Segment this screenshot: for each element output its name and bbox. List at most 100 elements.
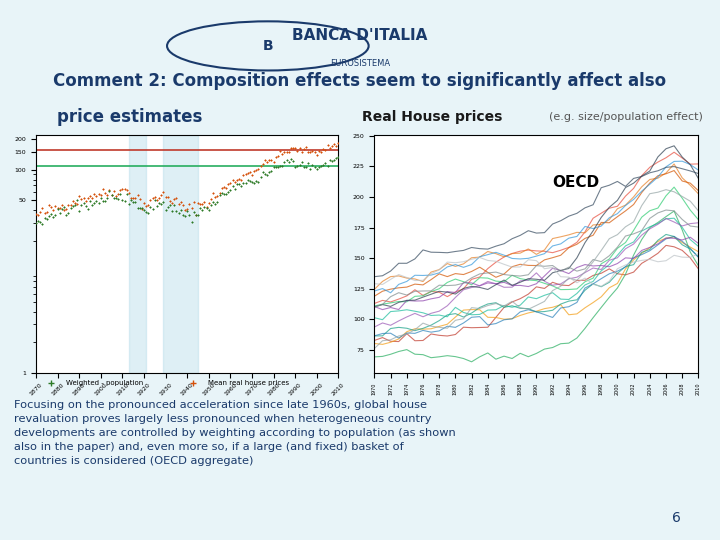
Point [89, 190, 100, 198]
Point [322, 141, 333, 150]
Point [119, 185, 130, 194]
Point [251, 177, 262, 185]
Point [214, 189, 225, 198]
Point [276, 150, 288, 158]
Point [63, 208, 74, 217]
Point [184, 200, 195, 208]
Point [35, 207, 46, 216]
Point [151, 196, 163, 205]
Point [294, 160, 305, 169]
Point [242, 176, 253, 185]
Point [173, 199, 184, 208]
Point [147, 205, 158, 214]
Point [264, 156, 275, 165]
Point [188, 198, 199, 207]
Point [302, 159, 314, 167]
Point [99, 188, 111, 197]
Point [114, 190, 126, 198]
Point [32, 211, 44, 220]
Point [186, 218, 197, 226]
Point [138, 206, 150, 215]
Point [50, 202, 61, 211]
Point [287, 157, 299, 166]
Point [197, 206, 208, 214]
Point [240, 170, 251, 178]
Point [322, 162, 333, 171]
Point [82, 204, 94, 213]
Point [264, 167, 275, 176]
Point [80, 197, 91, 205]
Point [82, 194, 94, 202]
Point [54, 209, 66, 218]
Point [285, 144, 297, 152]
Point [132, 191, 143, 199]
Point [149, 193, 161, 201]
Point [93, 198, 104, 207]
Point [54, 203, 66, 212]
Point [134, 195, 145, 204]
Point [201, 204, 212, 213]
Point [145, 203, 156, 212]
Point [112, 190, 124, 198]
Point [272, 151, 284, 160]
Point [289, 163, 301, 172]
Point [147, 194, 158, 202]
Point [199, 202, 210, 211]
Point [86, 194, 98, 202]
Point [166, 207, 178, 216]
Point [102, 193, 113, 202]
Point [177, 201, 189, 210]
Point [143, 201, 154, 210]
Point [73, 207, 85, 215]
Point [214, 190, 225, 199]
Point [330, 154, 342, 163]
Point [175, 206, 186, 214]
Point [283, 148, 294, 157]
Point [151, 201, 163, 210]
Point [285, 154, 297, 163]
Point [255, 162, 266, 171]
Point [130, 194, 141, 202]
Point [45, 210, 57, 219]
Point [309, 163, 320, 171]
Text: Focusing on the pronounced acceleration since late 1960s, global house
revaluati: Focusing on the pronounced acceleration … [14, 400, 456, 465]
Point [294, 143, 305, 152]
Point [298, 145, 310, 154]
Point [238, 171, 249, 179]
Point [117, 196, 128, 205]
Point [192, 211, 204, 219]
Point [143, 208, 154, 217]
Point [106, 191, 117, 199]
Point [164, 197, 176, 205]
Point [240, 178, 251, 187]
Point [257, 159, 269, 168]
Point [186, 204, 197, 212]
Point [84, 197, 96, 205]
Point [130, 198, 141, 206]
Point [58, 202, 70, 211]
Point [276, 161, 288, 170]
Point [171, 206, 182, 215]
Point [173, 208, 184, 217]
Text: Comment 2: Composition effects seem to significantly affect also: Comment 2: Composition effects seem to s… [53, 72, 667, 90]
Point [318, 144, 329, 153]
Point [274, 161, 286, 170]
Point [244, 177, 256, 185]
Point [305, 165, 316, 173]
Point [281, 147, 292, 156]
Point [212, 198, 223, 206]
Point [149, 196, 161, 205]
Point [37, 204, 48, 212]
Point [50, 211, 61, 220]
Point [313, 147, 325, 156]
Point [160, 205, 171, 214]
Point [138, 198, 150, 207]
Point [233, 174, 245, 183]
Point [56, 200, 68, 209]
Point [43, 212, 55, 220]
Text: Mean real house prices: Mean real house prices [208, 380, 289, 387]
Point [300, 162, 312, 171]
Point [156, 191, 167, 199]
Point [30, 210, 42, 219]
Point [171, 194, 182, 203]
